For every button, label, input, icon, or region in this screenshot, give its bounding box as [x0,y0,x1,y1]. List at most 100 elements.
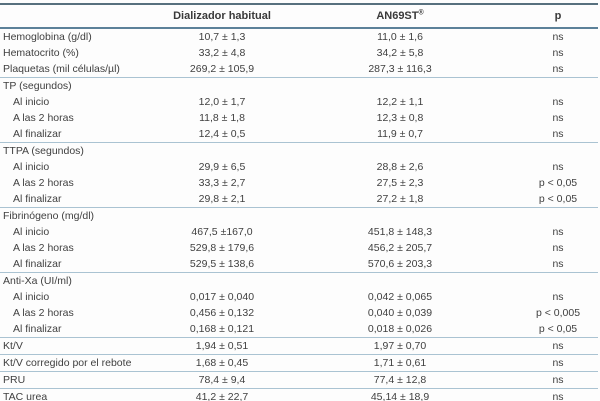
value-an69st: 27,2 ± 1,8 [376,193,424,205]
p-value: ns [552,226,564,238]
table-row: Al inicio 12,0 ± 1,7 12,2 ± 1,1 ns [0,94,598,110]
header-an69st-label: AN69ST [376,10,419,22]
p-value: p < 0,05 [538,193,578,205]
table-row: A las 2 horas 0,456 ± 0,132 0,040 ± 0,039 p… [0,305,598,321]
table-row: Al inicio 29,9 ± 6,5 28,8 ± 2,6 ns [0,159,598,175]
value-an69st: 456,2 ± 205,7 [367,242,433,254]
results-table: Dializador habitual AN69ST® p Hemoglobin… [0,3,598,401]
row-label: PRU [0,371,162,389]
value-dializador-habitual: 33,2 ± 4,8 [198,47,246,59]
value-dializador-habitual: 33,3 ± 2,7 [198,177,246,189]
table-row: TAC urea 41,2 ± 22,7 45,14 ± 18,9 ns [0,388,598,401]
table-row: A las 2 horas 11,8 ± 1,8 12,3 ± 0,8 ns [0,110,598,126]
value-dializador-habitual: 269,2 ± 105,9 [189,63,255,75]
p-value: p < 0,005 [535,307,581,319]
p-value: ns [518,388,598,401]
value-dializador-habitual: 467,5 ±167,0 [191,226,253,238]
value-an69st: 0,042 ± 0,065 [367,291,433,303]
table-row: Al inicio 467,5 ±167,0 451,8 ± 148,3 ns [0,224,598,240]
table-row: A las 2 horas 529,8 ± 179,6 456,2 ± 205,7 n… [0,240,598,256]
value-an69st: 12,2 ± 1,1 [376,96,424,108]
value-dializador-habitual: 1,94 ± 0,51 [162,337,282,355]
value-dializador-habitual: 529,5 ± 138,6 [189,258,255,270]
p-value: ns [518,354,598,372]
value-dializador-habitual: 29,8 ± 2,1 [198,193,246,205]
value-an69st: 12,3 ± 0,8 [376,112,424,124]
value-an69st: 28,8 ± 2,6 [376,161,424,173]
row-label: Al inicio [13,96,50,108]
section-row: Anti-Xa (UI/ml) [0,272,598,289]
table-row: Kt/V corregido por el rebote 1,68 ± 0,45 1… [0,354,598,372]
value-an69st: 45,14 ± 18,9 [282,388,518,401]
section-label: Anti-Xa (UI/ml) [0,272,598,289]
p-value: ns [552,242,564,254]
row-label: A las 2 horas [13,242,74,254]
header-an69st: AN69ST® [282,4,518,29]
value-dializador-habitual: 0,017 ± 0,040 [189,291,255,303]
p-value: ns [552,96,564,108]
row-label: Al finalizar [13,258,62,270]
p-value: ns [552,161,564,173]
row-label: Plaquetas (mil células/µl) [3,63,120,75]
value-dializador-habitual: 12,4 ± 0,5 [198,128,246,140]
value-an69st: 0,018 ± 0,026 [367,323,433,335]
section-label: TTPA (segundos) [0,142,598,159]
p-value: ns [552,258,564,270]
row-label: Al finalizar [13,323,62,335]
header-dializador-habitual: Dializador habitual [162,4,282,29]
value-an69st: 27,5 ± 2,3 [376,177,424,189]
value-an69st: 1,97 ± 0,70 [282,337,518,355]
table-row: Al finalizar 12,4 ± 0,5 11,9 ± 0,7 ns [0,126,598,143]
value-dializador-habitual: 0,168 ± 0,121 [189,323,255,335]
value-dializador-habitual: 529,8 ± 179,6 [189,242,255,254]
row-label: Kt/V [0,337,162,355]
table-row: PRU 78,4 ± 9,4 77,4 ± 12,8 ns [0,371,598,389]
registered-trademark-symbol: ® [418,9,424,17]
row-label: A las 2 horas [13,177,74,189]
table-row: Al inicio 0,017 ± 0,040 0,042 ± 0,065 ns [0,289,598,305]
p-value: ns [552,128,564,140]
value-an69st: 287,3 ± 116,3 [368,63,432,75]
table-row: Kt/V 1,94 ± 0,51 1,97 ± 0,70 ns [0,337,598,355]
p-value: ns [552,291,564,303]
table-row: Hematocrito (%) 33,2 ± 4,8 34,2 ± 5,8 ns [0,45,598,61]
row-label: Al inicio [13,291,50,303]
value-dializador-habitual: 41,2 ± 22,7 [162,388,282,401]
section-label: Fibrinógeno (mg/dl) [0,207,598,224]
row-label: A las 2 horas [13,307,74,319]
table-row: A las 2 horas 33,3 ± 2,7 27,5 ± 2,3 p < 0,0… [0,175,598,191]
header-empty-cell [0,4,162,29]
section-label: TP (segundos) [0,77,598,94]
header-row: Dializador habitual AN69ST® p [0,4,598,29]
section-row: TTPA (segundos) [0,142,598,159]
value-an69st: 34,2 ± 5,8 [376,47,424,59]
row-label: Hemoglobina (g/dl) [3,31,92,43]
row-label: Al inicio [13,161,50,173]
row-label: Hematocrito (%) [3,47,79,59]
p-value: p < 0,05 [538,177,578,189]
p-value: ns [518,371,598,389]
value-dializador-habitual: 11,8 ± 1,8 [199,112,245,124]
value-dializador-habitual: 0,456 ± 0,132 [189,307,255,319]
value-an69st: 570,6 ± 203,3 [367,258,433,270]
value-dializador-habitual: 12,0 ± 1,7 [198,96,246,108]
header-p: p [518,4,598,29]
value-an69st: 77,4 ± 12,8 [282,371,518,389]
value-an69st: 11,9 ± 0,7 [377,128,423,140]
p-value: ns [552,63,564,75]
row-label: Al finalizar [13,128,62,140]
value-dializador-habitual: 78,4 ± 9,4 [162,371,282,389]
table-row: Hemoglobina (g/dl) 10,7 ± 1,3 11,0 ± 1,6 ns [0,28,598,45]
table-body: Hemoglobina (g/dl) 10,7 ± 1,3 11,0 ± 1,6 ns… [0,28,598,401]
value-an69st: 1,71 ± 0,61 [282,354,518,372]
table-row: Al finalizar 0,168 ± 0,121 0,018 ± 0,026 p … [0,321,598,338]
table-row: Al finalizar 529,5 ± 138,6 570,6 ± 203,3 ns [0,256,598,273]
row-label: Al inicio [13,226,50,238]
value-dializador-habitual: 10,7 ± 1,3 [198,31,246,43]
value-dializador-habitual: 29,9 ± 6,5 [198,161,246,173]
row-label: A las 2 horas [13,112,74,124]
table-row: Plaquetas (mil células/µl) 269,2 ± 105,9 2… [0,61,598,78]
p-value: ns [552,112,564,124]
p-value: ns [552,47,564,59]
